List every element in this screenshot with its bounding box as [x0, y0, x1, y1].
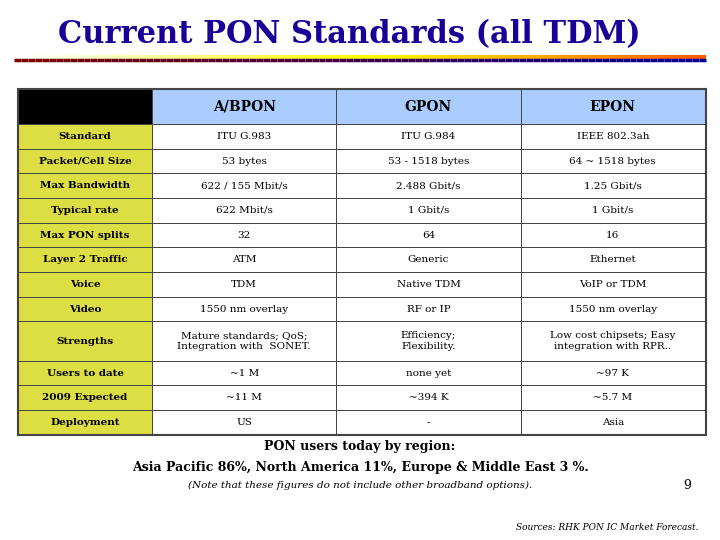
Text: ~394 K: ~394 K: [409, 393, 449, 402]
Text: Packet/Cell Size: Packet/Cell Size: [39, 157, 132, 166]
Text: Asia: Asia: [602, 418, 624, 427]
Text: US: US: [236, 418, 252, 427]
Text: 2009 Expected: 2009 Expected: [42, 393, 127, 402]
Text: ITU G.984: ITU G.984: [401, 132, 456, 141]
Text: Layer 2 Traffic: Layer 2 Traffic: [42, 255, 127, 264]
Text: 1 Gbit/s: 1 Gbit/s: [592, 206, 634, 215]
Text: GPON: GPON: [405, 100, 452, 113]
Text: Strengths: Strengths: [56, 336, 114, 346]
Text: 64 ~ 1518 bytes: 64 ~ 1518 bytes: [570, 157, 656, 166]
Text: 9: 9: [683, 479, 691, 492]
Text: Standard: Standard: [58, 132, 112, 141]
Text: 1 Gbit/s: 1 Gbit/s: [408, 206, 449, 215]
Text: ~1 M: ~1 M: [230, 369, 259, 377]
Text: none yet: none yet: [406, 369, 451, 377]
Text: 2.488 Gbit/s: 2.488 Gbit/s: [396, 181, 461, 190]
Text: 32: 32: [238, 231, 251, 240]
Text: Max PON splits: Max PON splits: [40, 231, 130, 240]
Text: A/BPON: A/BPON: [212, 100, 276, 113]
Text: VoIP or TDM: VoIP or TDM: [579, 280, 647, 289]
Text: ~11 M: ~11 M: [226, 393, 262, 402]
Text: 16: 16: [606, 231, 619, 240]
Text: Asia Pacific 86%, North America 11%, Europe & Middle East 3 %.: Asia Pacific 86%, North America 11%, Eur…: [132, 461, 588, 474]
Text: 1550 nm overlay: 1550 nm overlay: [569, 305, 657, 314]
Text: ~5.7 M: ~5.7 M: [593, 393, 632, 402]
Text: Voice: Voice: [70, 280, 100, 289]
Text: 53 - 1518 bytes: 53 - 1518 bytes: [388, 157, 469, 166]
Text: Low cost chipsets; Easy
integration with RPR..: Low cost chipsets; Easy integration with…: [550, 331, 675, 351]
Text: 1.25 Gbit/s: 1.25 Gbit/s: [584, 181, 642, 190]
Text: 622 / 155 Mbit/s: 622 / 155 Mbit/s: [201, 181, 287, 190]
Text: RF or IP: RF or IP: [407, 305, 450, 314]
Text: EPON: EPON: [590, 100, 636, 113]
Text: ~97 K: ~97 K: [596, 369, 629, 377]
Text: Native TDM: Native TDM: [397, 280, 460, 289]
Text: PON users today by region:: PON users today by region:: [264, 440, 456, 453]
Text: ITU G.983: ITU G.983: [217, 132, 271, 141]
Text: 64: 64: [422, 231, 435, 240]
Text: Sources: RHK PON IC Market Forecast.: Sources: RHK PON IC Market Forecast.: [516, 523, 698, 532]
Text: 1550 nm overlay: 1550 nm overlay: [200, 305, 288, 314]
Text: Current PON Standards (all TDM): Current PON Standards (all TDM): [58, 19, 640, 50]
Text: ATM: ATM: [232, 255, 256, 264]
Text: Users to date: Users to date: [47, 369, 124, 377]
Text: (Note that these figures do not include other broadband options).: (Note that these figures do not include …: [188, 481, 532, 490]
Text: Video: Video: [69, 305, 102, 314]
Text: Max Bandwidth: Max Bandwidth: [40, 181, 130, 190]
Text: 622 Mbit/s: 622 Mbit/s: [216, 206, 273, 215]
Text: Efficiency;
Flexibility.: Efficiency; Flexibility.: [401, 331, 456, 351]
Text: Mature standards; QoS;
Integration with  SONET.: Mature standards; QoS; Integration with …: [177, 331, 311, 351]
Text: TDM: TDM: [231, 280, 257, 289]
Text: Generic: Generic: [408, 255, 449, 264]
Text: IEEE 802.3ah: IEEE 802.3ah: [577, 132, 649, 141]
Text: 53 bytes: 53 bytes: [222, 157, 266, 166]
Text: Ethernet: Ethernet: [590, 255, 636, 264]
Text: Typical rate: Typical rate: [51, 206, 119, 215]
Text: Deployment: Deployment: [50, 418, 120, 427]
Text: -: -: [427, 418, 431, 427]
